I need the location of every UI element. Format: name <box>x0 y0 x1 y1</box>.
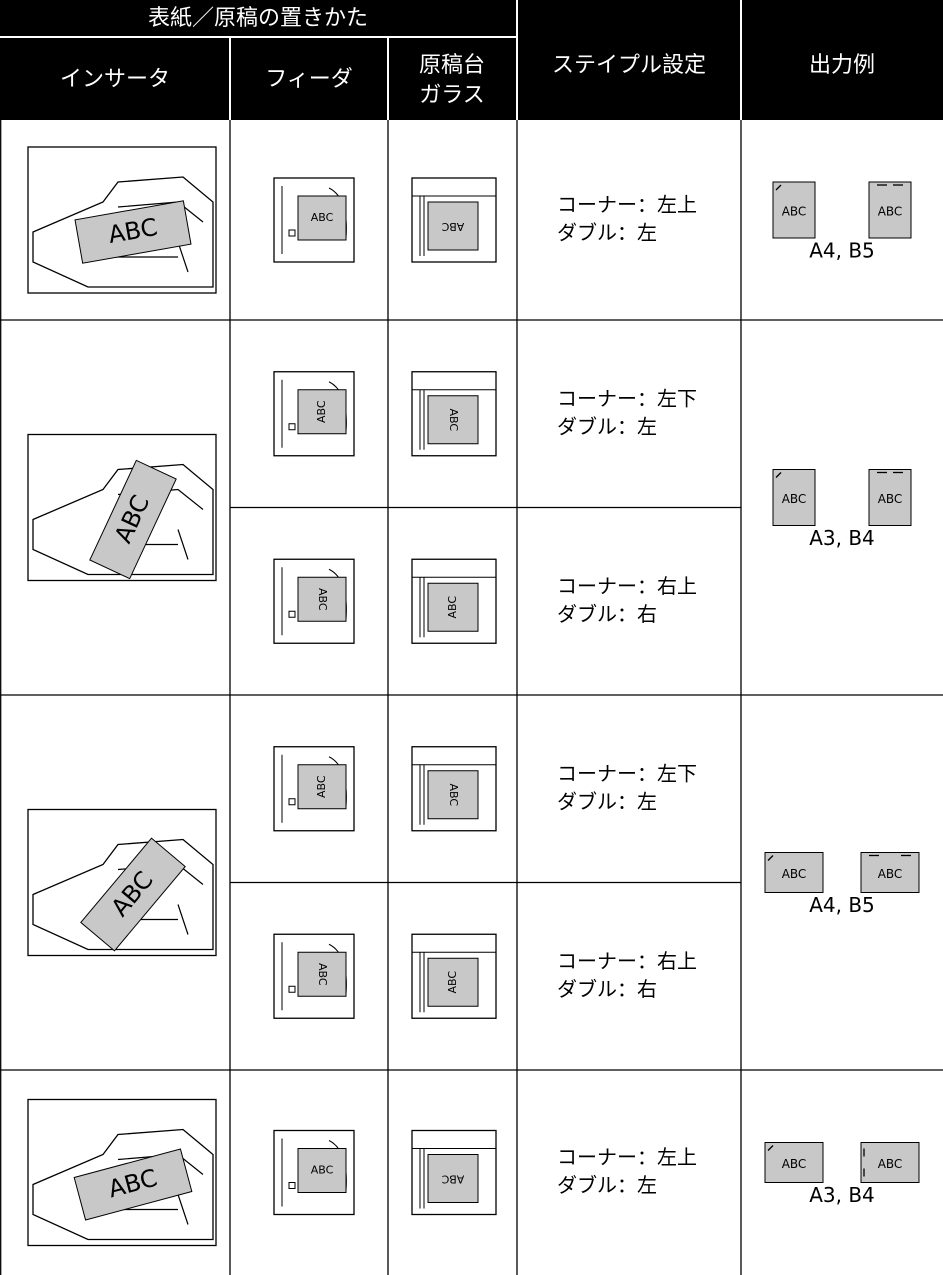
staple-mark <box>775 184 782 191</box>
output-size: A3, B4 <box>809 1183 875 1207</box>
header-feeder: フィーダ <box>265 67 353 92</box>
header-group: 表紙／原稿の置きかた <box>148 6 368 31</box>
output-size: A4, B5 <box>809 893 875 917</box>
sample-label: ABC <box>446 971 459 994</box>
sample-label: ABC <box>311 211 334 224</box>
output-sheet <box>764 852 824 893</box>
glass-paper <box>427 395 479 445</box>
sample-label: ABC <box>782 205 807 219</box>
staple-corner: コーナー：右上 <box>557 574 697 598</box>
feeder-paper <box>297 195 347 241</box>
sample-label: ABC <box>316 963 329 986</box>
glass-paper <box>427 1154 479 1203</box>
feeder-paper <box>297 764 347 810</box>
inserter-paper: ABC <box>89 459 177 580</box>
staple-double: ダブル：左 <box>557 789 657 813</box>
staple-corner: コーナー：左上 <box>557 1145 697 1169</box>
paper <box>89 459 177 580</box>
header-output: 出力例 <box>809 53 875 78</box>
output-sheet <box>860 852 920 893</box>
glass-paper <box>427 957 479 1007</box>
glass-detail <box>412 195 496 256</box>
sample-label: ABC <box>441 1173 464 1186</box>
staple-double: ダブル：左 <box>557 414 657 438</box>
sample-label: ABC <box>878 867 903 881</box>
output-sheet <box>772 469 816 526</box>
staple-double: ダブル：右 <box>557 602 657 626</box>
output-sheet <box>868 181 912 239</box>
output-sheet <box>772 181 816 239</box>
feeder-paper <box>297 1148 347 1193</box>
output-sheet <box>868 469 912 526</box>
header-background <box>0 0 943 120</box>
sample-label: ABC <box>782 1157 807 1171</box>
sample-label: ABC <box>446 596 459 619</box>
glass-detail <box>412 389 496 450</box>
staple-mark <box>767 1145 774 1151</box>
sample-label: ABC <box>782 867 807 881</box>
sample-label: ABC <box>315 400 328 423</box>
header-glass: ガラス <box>419 83 485 108</box>
output-size: A4, B5 <box>809 239 875 263</box>
paper <box>74 200 192 264</box>
sample-label: ABC <box>447 408 460 431</box>
sample-label: ABC <box>878 1157 903 1171</box>
paper <box>80 837 186 952</box>
sample-label: ABC <box>441 220 464 233</box>
staple-double: ダブル：左 <box>557 1173 657 1197</box>
paper <box>73 1148 193 1221</box>
header-staple: ステイプル設定 <box>552 53 706 78</box>
output-size: A3, B4 <box>809 526 875 550</box>
staple-corner: コーナー：左上 <box>557 193 697 217</box>
sample-label: ABC <box>447 783 460 806</box>
glass-detail <box>412 764 496 825</box>
inserter-paper: ABC <box>74 200 192 264</box>
inserter-paper: ABC <box>73 1148 193 1221</box>
sample-label: ABC <box>316 588 329 611</box>
header-glass: 原稿台 <box>419 53 485 78</box>
output-sheet <box>764 1142 824 1183</box>
feeder-paper <box>297 951 347 997</box>
glass-detail <box>412 951 496 1013</box>
feeder-paper <box>297 576 347 622</box>
glass-paper <box>427 201 479 251</box>
staple-double: ダブル：右 <box>557 977 657 1001</box>
staple-corner: コーナー：右上 <box>557 949 697 973</box>
feeder-paper <box>297 389 347 435</box>
header-inserter: インサータ <box>60 67 170 92</box>
glass-paper <box>427 770 479 820</box>
sample-label: ABC <box>311 1164 334 1177</box>
staple-corner: コーナー：左下 <box>557 386 697 410</box>
staple-double: ダブル：左 <box>557 221 657 245</box>
staple-corner: コーナー：左下 <box>557 761 697 785</box>
sample-label: ABC <box>782 492 807 506</box>
sample-label: ABC <box>878 492 903 506</box>
staple-mark <box>775 472 782 478</box>
glass-detail <box>412 1148 496 1209</box>
output-sheet <box>860 1142 920 1183</box>
glass-paper <box>427 582 479 632</box>
sample-label: ABC <box>315 775 328 798</box>
glass-detail <box>412 576 496 638</box>
sample-label: ABC <box>878 205 903 219</box>
staple-mark <box>767 855 774 861</box>
